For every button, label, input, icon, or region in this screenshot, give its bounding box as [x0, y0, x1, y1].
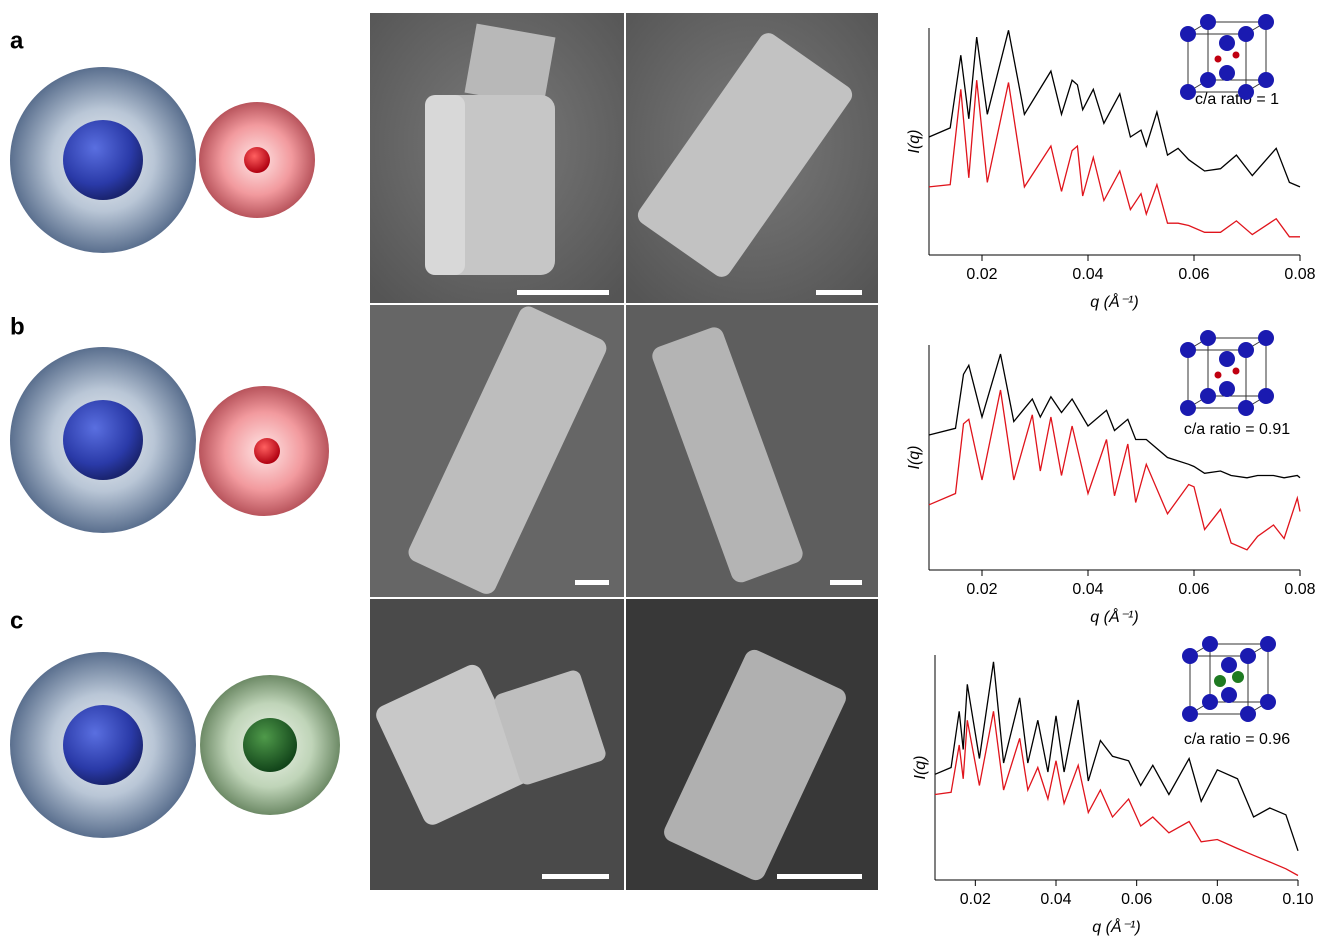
cell-atom: [1258, 388, 1274, 404]
cell-atom: [1221, 657, 1237, 673]
cell-atom: [1232, 671, 1244, 683]
x-tick-label: 0.04: [1072, 266, 1103, 283]
x-tick-label: 0.02: [966, 581, 997, 598]
x-tick-label: 0.06: [1178, 581, 1209, 598]
y-axis-label: I(q): [906, 446, 923, 470]
x-tick-label: 0.02: [966, 266, 997, 283]
panel-label: b: [10, 313, 25, 340]
x-axis-label: q (Å⁻¹): [1090, 292, 1138, 311]
cell-atom: [1238, 84, 1254, 100]
cell-atom: [1214, 675, 1226, 687]
cell-atom: [1238, 342, 1254, 358]
x-tick-label: 0.02: [960, 891, 991, 908]
series-line: [929, 30, 1300, 187]
x-axis-label: q (Å⁻¹): [1092, 917, 1140, 936]
cell-atom: [1219, 35, 1235, 51]
unit-cell-icon: [1180, 330, 1274, 416]
x-tick-label: 0.04: [1072, 581, 1103, 598]
cell-atom: [1233, 52, 1240, 59]
cell-atom: [1215, 56, 1222, 63]
x-tick-label: 0.08: [1284, 266, 1315, 283]
cell-atom: [1258, 330, 1274, 346]
cell-atom: [1202, 636, 1218, 652]
cell-atom: [1219, 65, 1235, 81]
cell-atom: [1180, 342, 1196, 358]
cell-atom: [1221, 687, 1237, 703]
cell-atom: [1180, 400, 1196, 416]
x-tick-label: 0.08: [1284, 581, 1315, 598]
x-tick-label: 0.06: [1178, 266, 1209, 283]
cell-atom: [1260, 636, 1276, 652]
cell-atom: [1258, 14, 1274, 30]
cell-atom: [1180, 84, 1196, 100]
x-tick-label: 0.10: [1282, 891, 1313, 908]
cell-atom: [1260, 694, 1276, 710]
cell-atom: [1219, 351, 1235, 367]
cell-atom: [1215, 372, 1222, 379]
unit-cell-icon: [1182, 636, 1276, 722]
annotation: c/a ratio = 1: [1195, 91, 1279, 108]
series-line: [935, 662, 1298, 851]
x-tick-label: 0.06: [1121, 891, 1152, 908]
y-axis-label: I(q): [912, 756, 929, 780]
cell-atom: [1182, 648, 1198, 664]
cell-atom: [1200, 330, 1216, 346]
cell-atom: [1238, 26, 1254, 42]
cell-atom: [1200, 14, 1216, 30]
series-line: [929, 354, 1300, 478]
sem-images: [370, 13, 878, 890]
schematics: [10, 67, 340, 838]
cell-atom: [1240, 648, 1256, 664]
cell-atom: [1233, 368, 1240, 375]
cell-atom: [1240, 706, 1256, 722]
panel-label: c: [10, 607, 23, 634]
panel-label: a: [10, 27, 24, 54]
cell-atom: [1180, 26, 1196, 42]
x-tick-label: 0.04: [1040, 891, 1071, 908]
figure: a b c 0.02 0.04 0.06 0.08 q (Å⁻¹) I(q) c/a rat…: [0, 0, 1319, 942]
cell-atom: [1200, 388, 1216, 404]
cell-atom: [1258, 72, 1274, 88]
unit-cell-icon: [1180, 14, 1274, 100]
annotation: c/a ratio = 0.96: [1184, 731, 1290, 748]
y-axis-label: I(q): [906, 130, 923, 154]
annotation: c/a ratio = 0.91: [1184, 421, 1290, 438]
cell-atom: [1202, 694, 1218, 710]
x-tick-label: 0.08: [1202, 891, 1233, 908]
cell-atom: [1219, 381, 1235, 397]
x-axis-label: q (Å⁻¹): [1090, 607, 1138, 626]
cell-atom: [1200, 72, 1216, 88]
cell-atom: [1238, 400, 1254, 416]
cell-atom: [1182, 706, 1198, 722]
